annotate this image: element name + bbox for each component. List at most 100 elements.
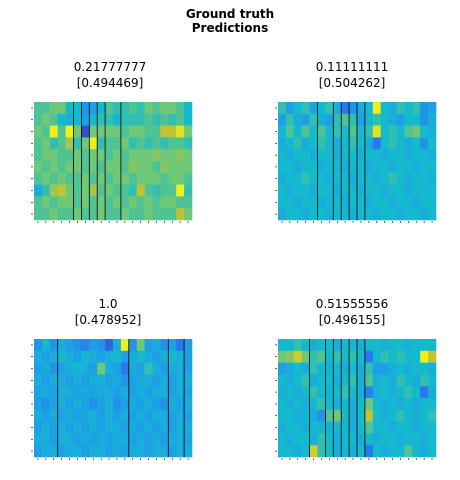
heatmap-cell (341, 208, 350, 221)
heatmap-cell (301, 445, 310, 458)
heatmap-cell (349, 374, 358, 387)
heatmap-cell (57, 421, 66, 434)
heatmap-cell (388, 137, 397, 150)
heatmap-cell (57, 350, 66, 363)
heatmap-cell (120, 445, 130, 458)
heatmap-cell (168, 125, 177, 138)
heatmap-cell (97, 433, 106, 446)
heatmap-cell (128, 161, 137, 174)
heatmap-panel-1 (31, 102, 193, 223)
heatmap-cell (81, 339, 90, 352)
heatmap-cell (160, 409, 169, 422)
heatmap-cell (420, 386, 429, 399)
heatmap-cell (380, 398, 389, 411)
heatmap-cell (309, 137, 318, 150)
heatmap-cell (325, 137, 334, 150)
heatmap-cell (380, 433, 389, 446)
heatmap-cell (34, 374, 43, 387)
heatmap-cell (341, 433, 350, 446)
heatmap-cell (333, 398, 342, 411)
heatmap-cell (97, 409, 106, 422)
heatmap-cell (364, 125, 374, 138)
heatmap-cell (325, 433, 334, 446)
heatmap-cell (301, 125, 310, 138)
heatmap-cell (120, 196, 130, 209)
heatmap-cell (412, 113, 421, 126)
heatmap-cell (105, 196, 114, 209)
heatmap-cell (73, 125, 82, 138)
heatmap-cell (404, 196, 413, 209)
heatmap-cell (81, 362, 90, 375)
heatmap-cell (144, 362, 153, 375)
heatmap-cell (168, 374, 177, 387)
heatmap-cell (325, 102, 334, 115)
heatmap-cell (349, 196, 358, 209)
heatmap-cell (97, 421, 106, 434)
heatmap-cell (341, 362, 350, 375)
heatmap-cell (301, 208, 310, 221)
heatmap-cell (285, 339, 295, 352)
heatmap-cell (396, 421, 405, 434)
heatmap-cell (49, 102, 58, 115)
heatmap-cell (333, 374, 342, 387)
heatmap-panel-2 (275, 102, 437, 223)
heatmap-cell (65, 184, 74, 197)
heatmap-cell (160, 113, 169, 126)
heatmap-cell (404, 350, 413, 363)
heatmap-cell (113, 421, 122, 434)
heatmap-cell (128, 350, 137, 363)
heatmap-cell (113, 172, 122, 185)
heatmap-cell (57, 149, 66, 162)
heatmap-cell (341, 398, 350, 411)
heatmap-cell (105, 421, 114, 434)
heatmap-cell (168, 362, 177, 375)
heatmap-cell (49, 445, 58, 458)
heatmap-cell (309, 172, 318, 185)
heatmap-cell (428, 445, 437, 458)
heatmap-cell (412, 398, 421, 411)
heatmap-cell (278, 350, 287, 363)
heatmap-cell (128, 137, 137, 150)
heatmap-cell (380, 137, 389, 150)
heatmap-cell (168, 409, 177, 422)
heatmap-cell (176, 374, 185, 387)
heatmap-cell (341, 172, 350, 185)
heatmap-cell (97, 137, 106, 150)
heatmap-cell (81, 125, 90, 138)
heatmap-cell (57, 374, 66, 387)
heatmap-cell (428, 208, 437, 221)
heatmap-cell (120, 339, 130, 352)
heatmap-cell (301, 386, 310, 399)
heatmap-cell (285, 350, 295, 363)
heatmap-cell (34, 398, 43, 411)
heatmap-cell (89, 196, 98, 209)
heatmap-cell (144, 208, 153, 221)
heatmap-cell (89, 339, 98, 352)
heatmap-cell (309, 433, 318, 446)
heatmap-cell (388, 362, 397, 375)
heatmap-cell (105, 374, 114, 387)
heatmap-cell (176, 350, 185, 363)
heatmap-cell (176, 339, 185, 352)
heatmap-cell (293, 398, 302, 411)
heatmap-cell (412, 339, 421, 352)
heatmap-cell (34, 339, 43, 352)
heatmap-cell (341, 137, 350, 150)
heatmap-cell (364, 386, 374, 399)
heatmap-cell (152, 102, 161, 115)
heatmap-cell (301, 137, 310, 150)
heatmap-cell (396, 149, 405, 162)
heatmap-cell (160, 161, 169, 174)
heatmap-cell (285, 362, 295, 375)
heatmap-cell (309, 445, 318, 458)
heatmap-cell (309, 339, 318, 352)
heatmap-cell (41, 362, 51, 375)
heatmap-cell (396, 196, 405, 209)
heatmap-cell (41, 433, 51, 446)
heatmap-cell (420, 421, 429, 434)
heatmap-cell (168, 102, 177, 115)
heatmap-cell (349, 386, 358, 399)
heatmap-cell (81, 350, 90, 363)
heatmap-cell (396, 102, 405, 115)
heatmap-cell (57, 196, 66, 209)
